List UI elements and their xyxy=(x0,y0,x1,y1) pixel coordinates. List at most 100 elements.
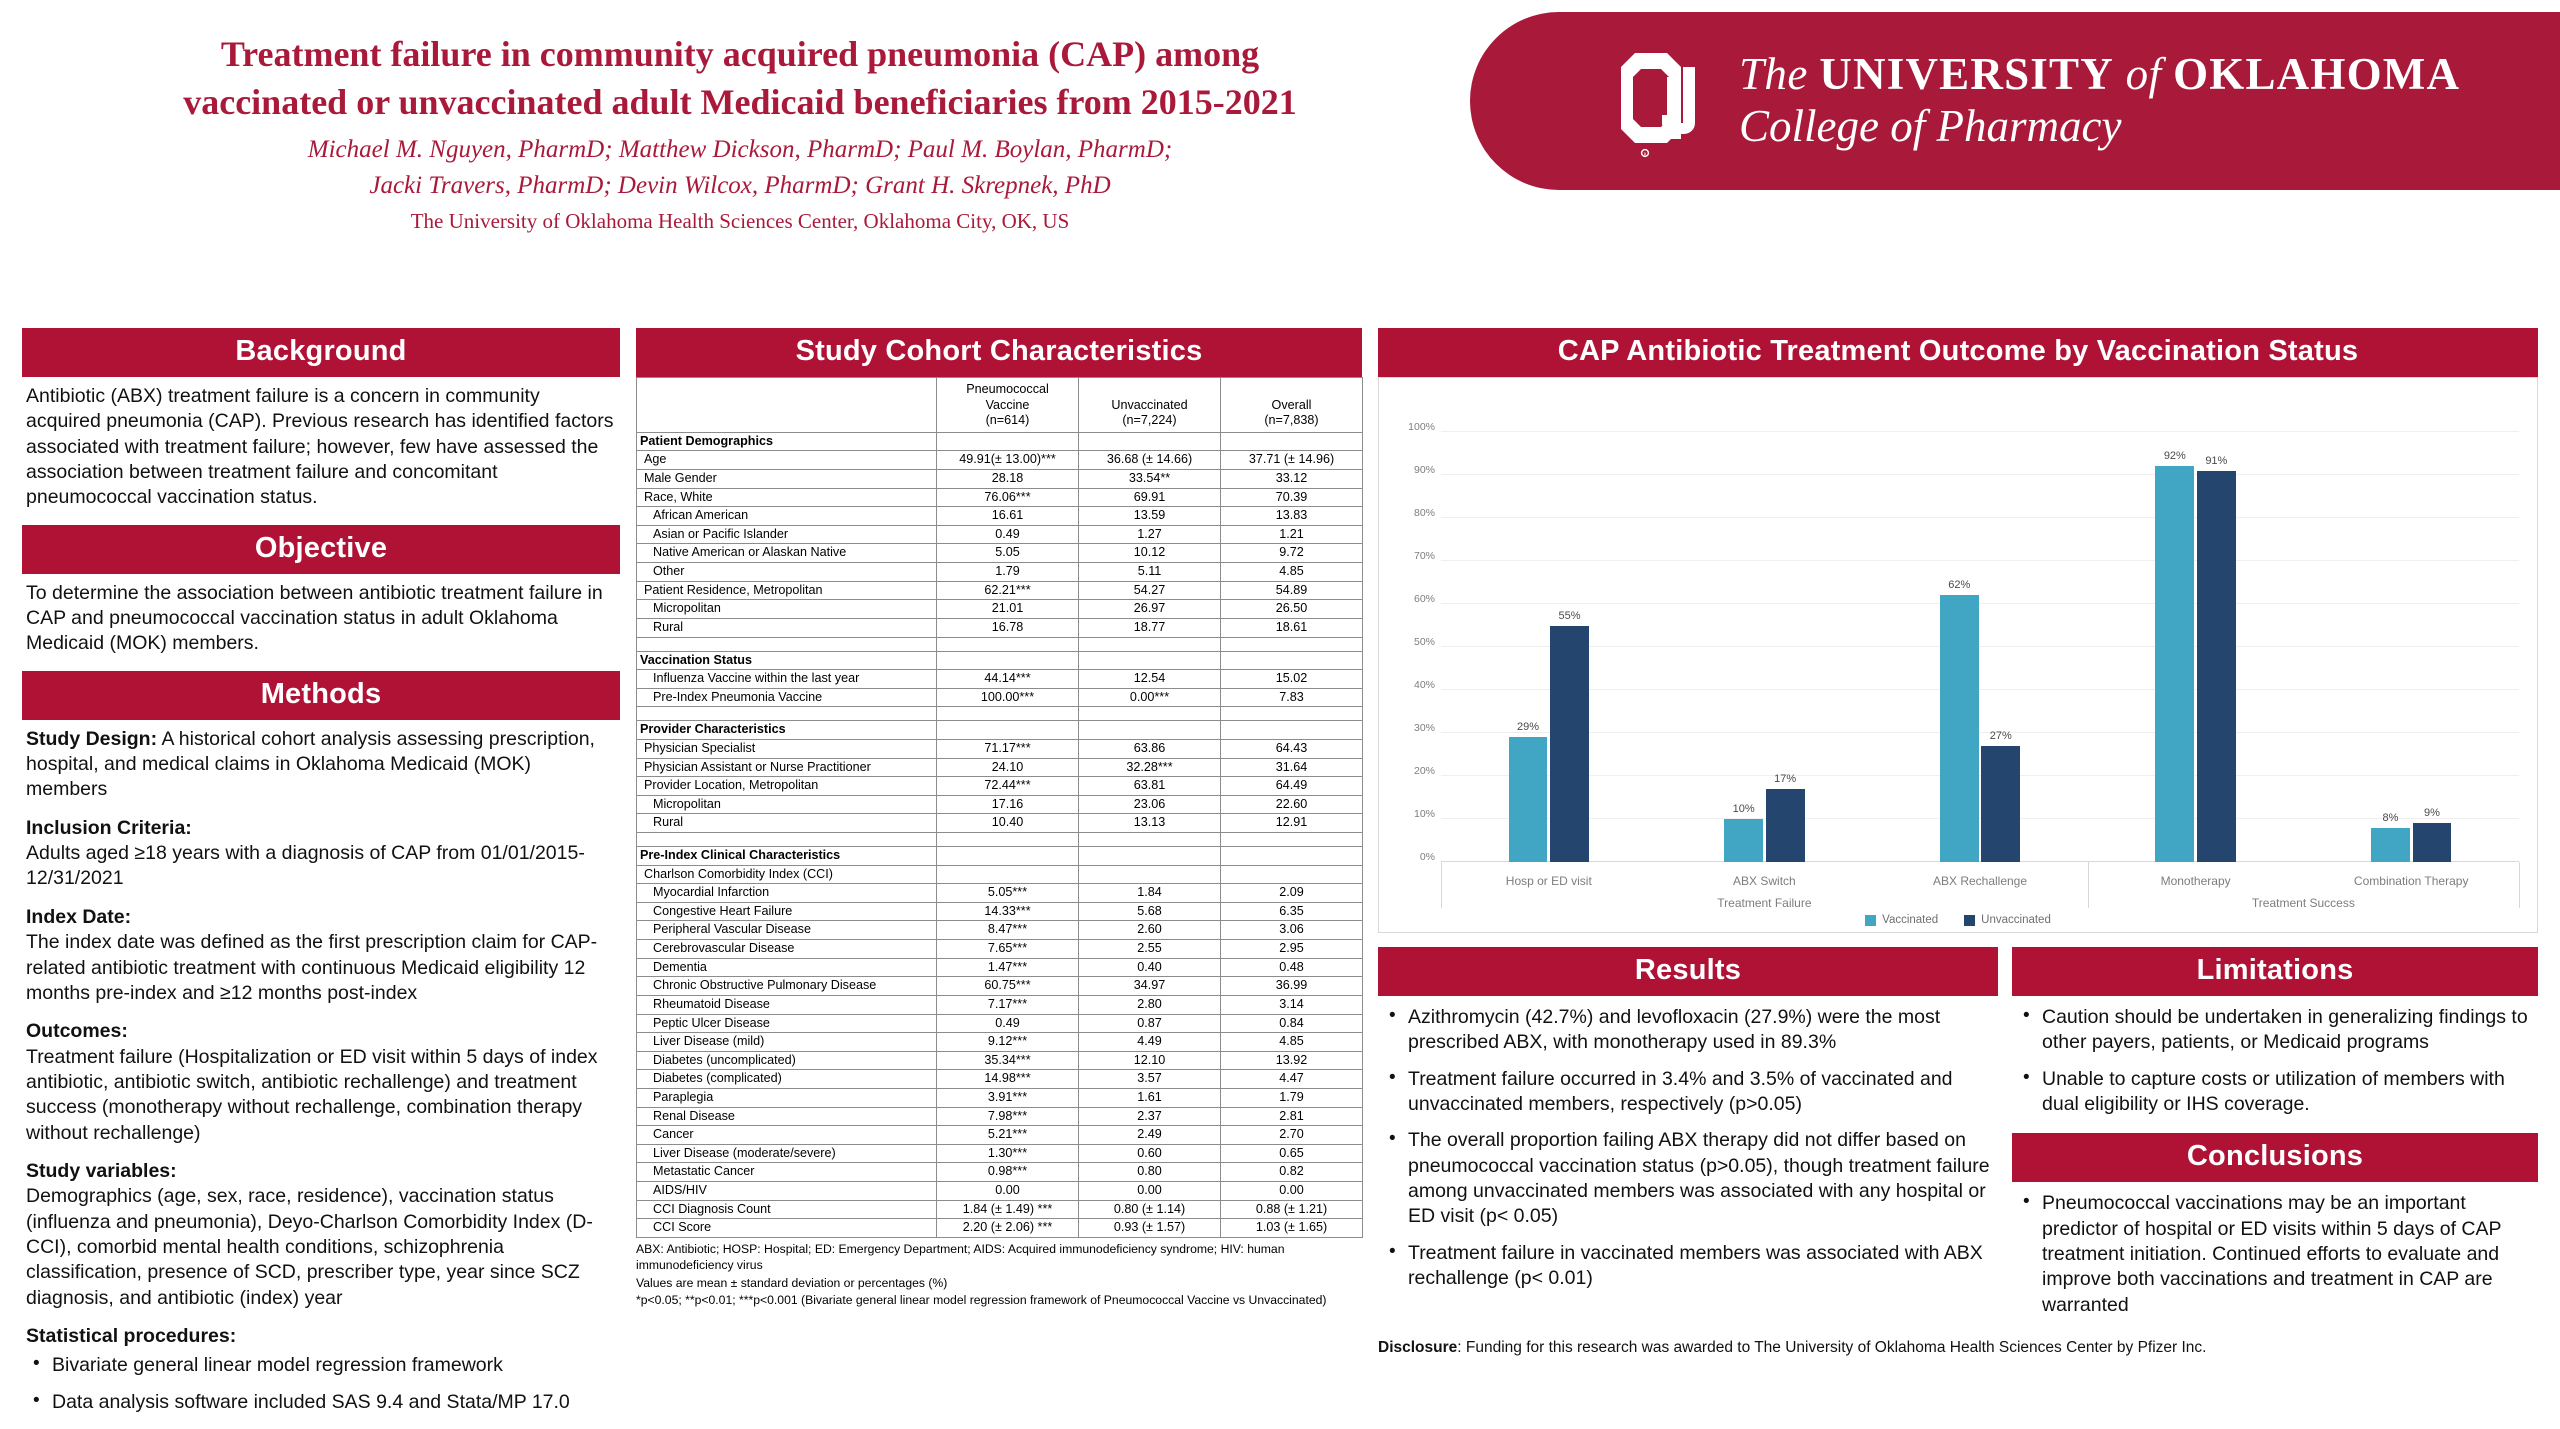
chart-gridline xyxy=(1441,775,2519,776)
table-cell-value-2: 0.80 (± 1.14) xyxy=(1078,1199,1221,1220)
table-cell-label: Charlson Comorbidity Index (CCI) xyxy=(636,864,937,885)
chart-category-label: Combination Therapy xyxy=(2353,874,2469,888)
table-cell-value-3: 1.03 (± 1.65) xyxy=(1220,1218,1363,1238)
chart-bar-value-label: 55% xyxy=(1558,609,1581,622)
chart-bar-value-label: 91% xyxy=(2205,454,2228,467)
table-row: Paraplegia 3.91*** 1.61 1.79 xyxy=(636,1087,1363,1108)
table-cell-label: Metastatic Cancer xyxy=(636,1162,937,1182)
table-cell-value-3: 4.85 xyxy=(1220,562,1363,582)
table-cell-value-1: 76.06*** xyxy=(936,487,1079,508)
table-row: Rural 10.40 13.13 12.91 xyxy=(636,813,1363,834)
page-title: Treatment failure in community acquired … xyxy=(80,30,1400,126)
table-footnotes: ABX: Antibiotic; HOSP: Hospital; ED: Eme… xyxy=(636,1241,1362,1309)
table-row: CCI Diagnosis Count 1.84 (± 1.49) *** 0.80… xyxy=(636,1199,1363,1220)
list-item: The overall proportion failing ABX thera… xyxy=(1382,1127,1994,1229)
table-cell-label: Micropolitan xyxy=(636,599,937,619)
list-item: Treatment failure in vaccinated members … xyxy=(1382,1240,1994,1292)
objective-heading: Objective xyxy=(22,524,620,574)
table-row: Age 49.91(± 13.00)*** 36.68 (± 14.66) 37.71… xyxy=(636,450,1363,471)
table-spacer-row xyxy=(636,832,1363,848)
col-head-line2: Vaccine xyxy=(985,397,1030,412)
chart-bar: 92% xyxy=(2155,450,2195,862)
table-cell-value-2: 2.80 xyxy=(1078,994,1221,1015)
methods-study-design-label: Study Design: xyxy=(26,727,158,750)
table-row: Liver Disease (moderate/severe) 1.30*** 0.… xyxy=(636,1143,1363,1164)
table-body: Patient Demographics Age 49.91(± 13.00)***… xyxy=(636,431,1363,1238)
chart-bar: 62% xyxy=(1939,579,1979,862)
table-cell-value-2 xyxy=(1078,846,1221,866)
table-cell-value-2: 12.54 xyxy=(1078,669,1221,689)
table-row: Male Gender 28.18 33.54** 33.12 xyxy=(636,469,1363,489)
table-cell-value-3: 12.91 xyxy=(1220,813,1363,834)
chart-group-label: Treatment Failure xyxy=(1717,896,1812,910)
table-cell-label: Diabetes (uncomplicated) xyxy=(636,1050,937,1071)
table-cell-label: Liver Disease (moderate/severe) xyxy=(636,1143,937,1164)
table-cell-value-3: 18.61 xyxy=(1220,617,1363,638)
table-cell-value-3: 0.00 xyxy=(1220,1180,1363,1201)
author-line-2: Jacki Travers, PharmD; Devin Wilcox, Pha… xyxy=(369,171,1111,199)
chart-bars-container: 0% 10% 20% 30% 40% 50% 60% 70% 80% 90% 100% 29% 55% H… xyxy=(1408,421,2520,910)
table-row: Dementia 1.47*** 0.40 0.48 xyxy=(636,957,1363,978)
table-cell-value-1: 16.61 xyxy=(936,506,1079,526)
table-cell-value-2: 34.97 xyxy=(1078,976,1221,996)
table-cell-value-2: 5.68 xyxy=(1078,901,1221,922)
table-cell-value-1: 35.34*** xyxy=(936,1050,1079,1071)
methods-index-date: Index Date: The index date was defined a… xyxy=(26,905,616,1006)
table-cell-value-3: 22.60 xyxy=(1220,794,1363,815)
table-cell-label: Paraplegia xyxy=(636,1087,937,1108)
table-cell-value-1: 0.00 xyxy=(936,1180,1079,1201)
table-footnote: *p<0.05; **p<0.01; ***p<0.001 (Bivariate… xyxy=(636,1293,1327,1308)
table-row: Other 1.79 5.11 4.85 xyxy=(636,562,1363,582)
table-cell-value-1: 1.84 (± 1.49) *** xyxy=(936,1199,1079,1220)
background-text: Antibiotic (ABX) treatment failure is a … xyxy=(26,385,614,509)
chart-bar-value-label: 62% xyxy=(1948,579,1971,592)
table-row: AIDS/HIV 0.00 0.00 0.00 xyxy=(636,1180,1363,1201)
chart-bar-value-label: 17% xyxy=(1774,772,1797,785)
table-cell-label: Vaccination Status xyxy=(636,650,937,671)
table-cell-label: Dementia xyxy=(636,957,937,978)
methods-index-label: Index Date: xyxy=(26,905,132,928)
table-cell-value-3: 64.43 xyxy=(1220,738,1363,759)
table-cell-value-2: 12.10 xyxy=(1078,1050,1221,1071)
table-cell-value-2: 2.55 xyxy=(1078,939,1221,959)
table-cell-value-3: 1.21 xyxy=(1220,524,1363,545)
table-cell-label: Myocardial Infarction xyxy=(636,883,937,903)
table-cell-value-2: 4.49 xyxy=(1078,1032,1221,1052)
cap-outcome-bar-chart: 0% 10% 20% 30% 40% 50% 60% 70% 80% 90% 100% 29% 55% H… xyxy=(1378,377,2538,933)
chart-gridline xyxy=(1441,646,2519,647)
chart-y-axis-tick: 10% xyxy=(1413,808,1435,820)
objective-section: Objective To determine the association b… xyxy=(22,524,620,657)
table-cell-value-3: 4.47 xyxy=(1220,1069,1363,1089)
table-cell-value-1: 100.00*** xyxy=(936,687,1079,708)
chart-legend-swatch xyxy=(1964,914,1976,926)
table-cell-value-2: 54.27 xyxy=(1078,580,1221,601)
table-cell-value-2: 0.80 xyxy=(1078,1162,1221,1182)
chart-gridline xyxy=(1441,474,2519,475)
methods-heading: Methods xyxy=(22,670,620,720)
chart-y-axis-tick: 50% xyxy=(1413,636,1435,648)
table-cell-label: Patient Residence, Metropolitan xyxy=(636,580,937,601)
objective-text: To determine the association between ant… xyxy=(26,581,603,655)
page-title-line2: vaccinated or unvaccinated adult Medicai… xyxy=(183,82,1297,123)
disclosure-note: Disclosure: Funding for this research wa… xyxy=(1378,1339,2538,1357)
table-cell-value-1 xyxy=(936,846,1079,866)
table-cell-value-2 xyxy=(1078,864,1221,885)
table-group-row: Patient Demographics xyxy=(636,431,1363,452)
chart-plot-area: 0% 10% 20% 30% 40% 50% 60% 70% 80% 90% 100% 29% 55% H… xyxy=(1379,420,2537,932)
methods-stats-label: Statistical procedures: xyxy=(26,1324,237,1347)
cohort-table-section: Study Cohort Characteristics Pneumococca… xyxy=(636,328,1363,1310)
table-cell-label: Physician Specialist xyxy=(636,738,937,759)
table-cell-value-3: 13.92 xyxy=(1220,1050,1363,1071)
chart-y-axis-tick: 70% xyxy=(1413,550,1435,562)
table-cell-value-3: 31.64 xyxy=(1220,757,1363,778)
table-cell-value-2: 0.40 xyxy=(1078,957,1221,978)
chart-gridline xyxy=(1441,689,2519,690)
poster-header: R The UNIVERSITY of OKLAHOMA College of … xyxy=(0,0,2560,300)
table-cell-value-1 xyxy=(936,720,1079,740)
table-row: Provider Location, Metropolitan 72.44*** 6… xyxy=(636,776,1363,796)
table-cell-value-3: 2.70 xyxy=(1220,1125,1363,1145)
col-head-line1: Pneumococcal xyxy=(966,382,1049,396)
table-cell-label: Congestive Heart Failure xyxy=(636,901,937,922)
table-col-blank xyxy=(636,377,937,433)
table-cell-value-2: 0.60 xyxy=(1078,1143,1221,1164)
